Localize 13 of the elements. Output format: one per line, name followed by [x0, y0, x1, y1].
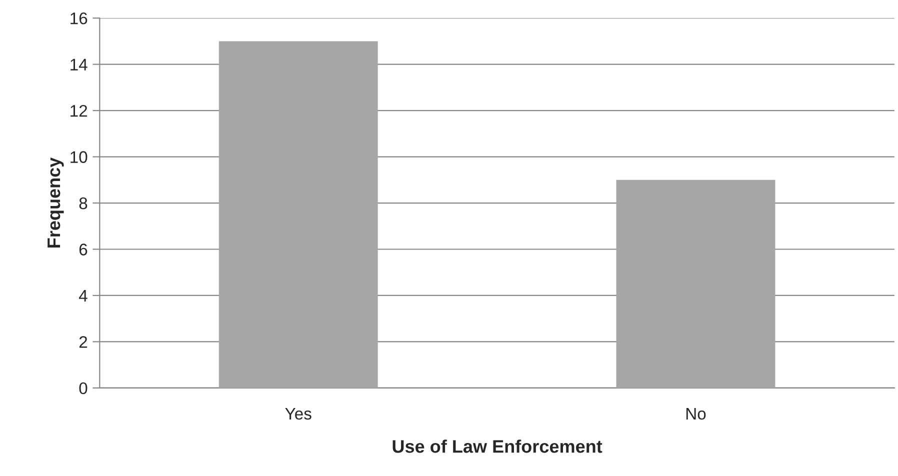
- x-tick-label: No: [686, 408, 706, 420]
- y-tick-label: 4: [78, 290, 88, 302]
- x-axis-title: Use of Law Enforcement: [392, 440, 602, 453]
- y-tick-label: 16: [70, 12, 88, 24]
- y-tick-label: 12: [70, 104, 88, 117]
- y-tick-label: 8: [79, 197, 88, 210]
- y-tick-label: 10: [70, 151, 88, 163]
- y-axis-title: Frequency: [48, 157, 64, 248]
- y-tick-label: 0: [79, 382, 88, 394]
- y-tick-label: 2: [79, 336, 88, 348]
- y-tick-label: 14: [70, 58, 88, 70]
- x-tick-label: Yes: [285, 408, 312, 420]
- y-tick-label: 6: [79, 244, 88, 256]
